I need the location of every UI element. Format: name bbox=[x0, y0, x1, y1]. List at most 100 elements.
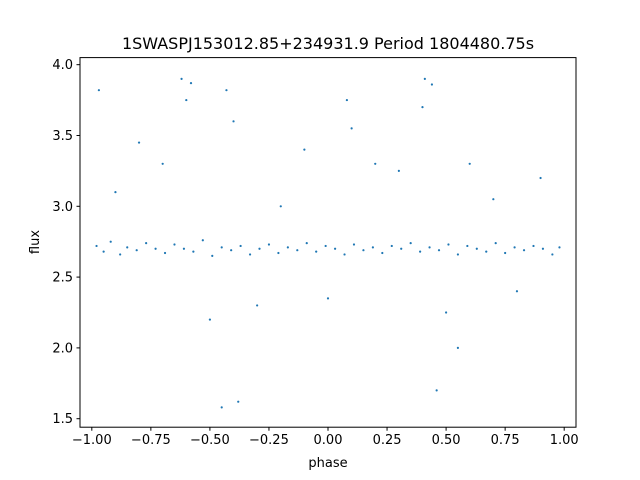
x-tick-label: −1.00 bbox=[72, 433, 112, 448]
data-point bbox=[423, 77, 426, 80]
data-point bbox=[485, 250, 488, 253]
data-point bbox=[541, 247, 545, 250]
data-point bbox=[277, 251, 280, 255]
data-point bbox=[390, 244, 393, 248]
data-point bbox=[494, 242, 497, 245]
x-tick-label: 1.00 bbox=[550, 433, 579, 448]
data-point bbox=[352, 243, 356, 246]
data-point bbox=[350, 127, 353, 130]
data-point bbox=[551, 253, 554, 256]
data-point bbox=[558, 246, 561, 249]
data-point bbox=[456, 346, 459, 349]
y-tick-label: 2.5 bbox=[52, 271, 73, 286]
data-point bbox=[421, 106, 424, 109]
data-point bbox=[189, 81, 193, 85]
data-point bbox=[456, 253, 459, 256]
data-point bbox=[475, 247, 478, 250]
data-point bbox=[126, 246, 129, 249]
data-point bbox=[279, 205, 282, 208]
x-tick-label: −0.75 bbox=[131, 433, 171, 448]
data-point bbox=[256, 304, 259, 307]
data-point bbox=[381, 251, 384, 255]
data-point bbox=[435, 389, 438, 392]
data-point bbox=[258, 247, 261, 250]
data-point bbox=[371, 246, 374, 249]
x-tick-label: −0.50 bbox=[190, 433, 230, 448]
data-point bbox=[145, 242, 148, 245]
data-point bbox=[114, 191, 117, 194]
x-tick-label: 0.50 bbox=[432, 433, 461, 448]
data-point bbox=[445, 311, 448, 314]
x-axis: −1.00 −0.75 −0.50 −0.25 0.00 0.25 0.50 0.75 1.00 bbox=[72, 427, 579, 448]
y-axis: 1.5 2.0 2.5 3.0 3.5 4.0 bbox=[52, 58, 80, 427]
data-point bbox=[137, 141, 141, 144]
data-point bbox=[305, 242, 308, 245]
chart-title: 1SWASPJ153012.85+234931.9 Period 1804480… bbox=[122, 34, 534, 53]
data-point bbox=[437, 249, 441, 252]
data-points bbox=[95, 77, 561, 409]
data-point bbox=[296, 249, 299, 252]
data-point bbox=[225, 89, 228, 92]
data-point bbox=[163, 251, 167, 255]
x-tick-label: −0.25 bbox=[249, 433, 289, 448]
data-point bbox=[102, 250, 105, 253]
data-point bbox=[397, 169, 400, 172]
data-point bbox=[492, 198, 495, 201]
data-point bbox=[230, 249, 233, 252]
x-axis-label: phase bbox=[308, 456, 347, 471]
data-point bbox=[192, 250, 195, 253]
y-tick-label: 3.0 bbox=[52, 200, 73, 215]
y-tick-label: 1.5 bbox=[52, 412, 73, 427]
y-axis-label: flux bbox=[28, 230, 43, 254]
data-point bbox=[326, 297, 330, 300]
data-point bbox=[343, 253, 346, 256]
data-point bbox=[362, 249, 365, 252]
x-tick-label: 0.25 bbox=[373, 433, 402, 448]
data-point bbox=[109, 240, 112, 243]
data-point bbox=[267, 243, 271, 246]
data-point bbox=[333, 247, 337, 250]
data-point bbox=[430, 83, 434, 86]
x-tick-label: 0.75 bbox=[491, 433, 520, 448]
data-point bbox=[220, 406, 223, 409]
data-point bbox=[232, 120, 235, 123]
data-point bbox=[539, 176, 542, 180]
data-point bbox=[324, 244, 327, 248]
data-point bbox=[409, 242, 412, 245]
data-point bbox=[468, 162, 471, 165]
data-point bbox=[173, 243, 176, 246]
data-point bbox=[239, 244, 242, 248]
data-point bbox=[315, 250, 318, 253]
y-tick-label: 3.5 bbox=[52, 129, 73, 144]
data-point bbox=[504, 251, 507, 255]
data-point bbox=[522, 249, 526, 252]
data-point bbox=[119, 253, 122, 256]
data-point bbox=[154, 247, 157, 250]
data-point bbox=[182, 247, 186, 250]
y-tick-label: 4.0 bbox=[52, 58, 73, 73]
data-point bbox=[220, 246, 223, 249]
data-point bbox=[513, 246, 516, 249]
data-point bbox=[237, 400, 240, 403]
data-point bbox=[303, 148, 306, 151]
data-point bbox=[95, 244, 98, 248]
data-point bbox=[419, 250, 422, 253]
data-point bbox=[447, 243, 450, 246]
data-point bbox=[428, 246, 431, 249]
data-point bbox=[161, 162, 164, 165]
data-point bbox=[211, 254, 214, 257]
data-point bbox=[135, 249, 138, 252]
x-tick-label: 0.00 bbox=[314, 433, 343, 448]
data-point bbox=[400, 247, 403, 250]
data-point bbox=[185, 98, 188, 102]
data-point bbox=[180, 77, 183, 80]
data-point bbox=[466, 244, 469, 248]
data-point bbox=[286, 246, 289, 249]
data-point bbox=[208, 318, 211, 321]
y-tick-label: 2.0 bbox=[52, 341, 73, 356]
data-point bbox=[345, 98, 348, 102]
data-point bbox=[374, 162, 377, 165]
data-point bbox=[201, 239, 204, 242]
